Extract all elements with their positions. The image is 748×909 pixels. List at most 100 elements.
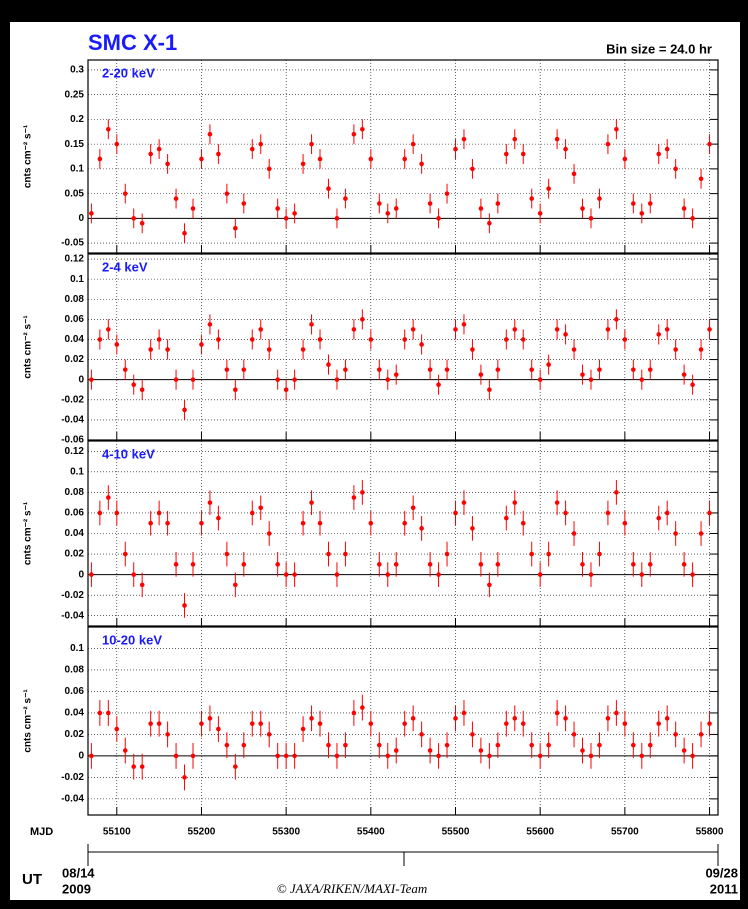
y-tick-label: 0 xyxy=(78,569,84,580)
data-point xyxy=(114,726,120,732)
data-point xyxy=(216,515,221,521)
data-point xyxy=(461,136,467,142)
data-point xyxy=(131,382,137,388)
data-point xyxy=(444,551,450,557)
y-tick-label: 0.12 xyxy=(65,446,85,457)
data-point xyxy=(148,721,153,726)
data-point xyxy=(402,721,407,726)
data-point xyxy=(512,136,518,142)
data-point xyxy=(224,551,230,557)
data-point xyxy=(622,337,628,342)
data-point xyxy=(385,753,391,759)
y-axis-label: cnts cm⁻² s⁻¹ xyxy=(23,501,34,565)
data-point xyxy=(681,748,687,753)
data-point xyxy=(275,753,280,759)
data-point xyxy=(563,716,568,721)
data-point xyxy=(97,710,103,716)
data-point xyxy=(554,500,560,505)
x-tick-label: 55800 xyxy=(696,827,724,838)
data-point xyxy=(326,362,331,367)
data-point xyxy=(343,367,348,372)
data-point xyxy=(376,201,382,206)
data-point xyxy=(656,151,662,157)
data-point xyxy=(664,146,670,152)
data-point xyxy=(258,327,264,332)
data-point xyxy=(554,327,560,332)
data-point xyxy=(106,126,111,132)
data-point xyxy=(326,742,331,748)
data-point xyxy=(478,748,484,753)
data-point xyxy=(529,742,535,748)
data-point xyxy=(605,510,611,516)
y-tick-label: -0.02 xyxy=(61,394,84,405)
data-point xyxy=(453,146,458,152)
data-point xyxy=(495,742,501,748)
data-point xyxy=(351,710,357,716)
data-point xyxy=(241,201,247,206)
data-point xyxy=(182,407,187,413)
data-point xyxy=(139,387,145,393)
data-point xyxy=(520,151,526,157)
data-point xyxy=(317,156,323,162)
data-point xyxy=(190,206,196,211)
data-point xyxy=(453,327,458,332)
start-date: 08/14 xyxy=(62,865,95,880)
data-point xyxy=(292,572,297,577)
y-tick-label: 0.04 xyxy=(65,528,85,539)
data-point xyxy=(275,206,280,211)
data-point xyxy=(707,721,712,726)
panel-frame xyxy=(87,59,719,254)
data-point xyxy=(139,764,145,769)
data-point xyxy=(266,732,272,737)
data-point xyxy=(317,721,323,726)
data-point xyxy=(495,562,501,567)
panel-frame xyxy=(87,626,719,816)
data-point xyxy=(690,572,695,577)
y-axis-label: cnts cm⁻² s⁻¹ xyxy=(23,124,34,188)
data-point xyxy=(258,505,264,511)
panel-label: 4-10 keV xyxy=(102,446,155,461)
data-point xyxy=(520,520,526,526)
data-point xyxy=(106,710,111,716)
data-point xyxy=(334,216,340,221)
data-point xyxy=(504,151,509,157)
y-tick-label: 0.06 xyxy=(65,686,85,697)
data-point xyxy=(470,166,475,172)
data-point xyxy=(512,716,518,721)
data-point xyxy=(326,186,331,191)
data-point xyxy=(173,377,179,382)
data-point xyxy=(393,748,399,753)
data-point xyxy=(131,764,137,769)
data-point xyxy=(478,206,484,211)
data-point xyxy=(588,572,594,577)
y-tick-label: 0.02 xyxy=(65,729,85,740)
data-point xyxy=(436,382,441,388)
data-point xyxy=(537,572,543,577)
data-point xyxy=(368,337,374,342)
data-point xyxy=(199,342,204,347)
data-point xyxy=(393,562,399,567)
panel-label: 2-20 keV xyxy=(102,65,155,80)
data-point xyxy=(106,495,111,500)
data-point xyxy=(317,337,323,342)
data-point xyxy=(419,342,424,347)
data-point xyxy=(571,531,577,536)
panel-frame xyxy=(87,253,719,441)
data-point xyxy=(249,510,255,516)
data-point xyxy=(664,510,670,516)
data-point xyxy=(647,201,653,206)
data-point xyxy=(249,337,255,342)
data-point xyxy=(622,520,628,526)
x-tick-label: 55600 xyxy=(526,827,554,838)
data-point xyxy=(436,753,441,759)
data-point xyxy=(470,732,475,737)
data-point xyxy=(249,721,255,726)
data-point xyxy=(182,603,187,608)
y-tick-label: 0.25 xyxy=(65,89,85,100)
y-tick-label: 0.2 xyxy=(70,114,84,125)
data-point xyxy=(173,196,179,201)
data-point xyxy=(707,510,712,516)
data-point xyxy=(376,562,382,567)
data-point xyxy=(436,572,441,577)
data-point xyxy=(504,721,509,726)
